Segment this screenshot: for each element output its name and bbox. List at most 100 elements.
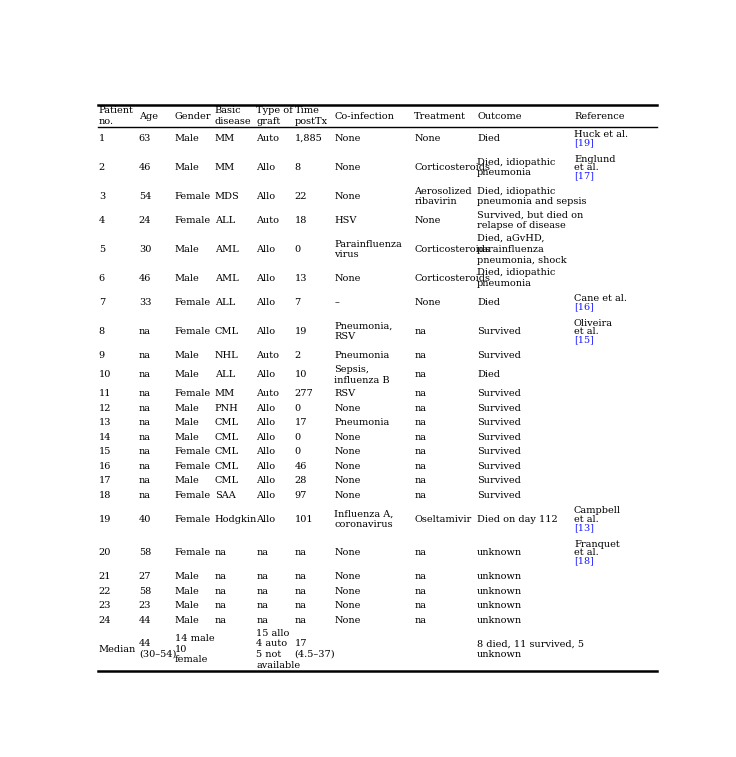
Text: Survived, but died on
relapse of disease: Survived, but died on relapse of disease bbox=[477, 210, 583, 230]
Text: RSV: RSV bbox=[334, 389, 355, 398]
Text: Survived: Survived bbox=[477, 447, 521, 456]
Text: Age: Age bbox=[139, 111, 158, 120]
Text: na: na bbox=[139, 403, 151, 413]
Text: Outcome: Outcome bbox=[477, 111, 522, 120]
Text: 19: 19 bbox=[294, 327, 307, 336]
Text: na: na bbox=[414, 587, 426, 596]
Text: None: None bbox=[334, 587, 361, 596]
Text: Auto: Auto bbox=[256, 134, 279, 143]
Text: na: na bbox=[256, 615, 269, 625]
Text: None: None bbox=[334, 476, 361, 485]
Text: Survived: Survived bbox=[477, 389, 521, 398]
Text: Auto: Auto bbox=[256, 350, 279, 360]
Text: Male: Male bbox=[174, 587, 199, 596]
Text: ALL: ALL bbox=[215, 370, 235, 379]
Text: 17
(4.5–37): 17 (4.5–37) bbox=[294, 639, 335, 659]
Text: 16: 16 bbox=[99, 462, 111, 471]
Text: ALL: ALL bbox=[215, 298, 235, 307]
Text: ALL: ALL bbox=[215, 216, 235, 225]
Text: Pneumonia: Pneumonia bbox=[334, 350, 389, 360]
Text: na: na bbox=[139, 389, 151, 398]
Text: Male: Male bbox=[174, 601, 199, 610]
Text: 58: 58 bbox=[139, 548, 151, 557]
Text: Female: Female bbox=[174, 491, 210, 500]
Text: –: – bbox=[334, 298, 339, 307]
Text: 0: 0 bbox=[294, 245, 300, 254]
Text: et al.: et al. bbox=[574, 515, 599, 524]
Text: None: None bbox=[334, 601, 361, 610]
Text: None: None bbox=[334, 192, 361, 201]
Text: na: na bbox=[414, 447, 426, 456]
Text: na: na bbox=[139, 433, 151, 442]
Text: et al.: et al. bbox=[574, 163, 599, 172]
Text: na: na bbox=[414, 476, 426, 485]
Text: Allo: Allo bbox=[256, 403, 275, 413]
Text: Male: Male bbox=[174, 572, 199, 581]
Text: Female: Female bbox=[174, 389, 210, 398]
Text: na: na bbox=[294, 587, 306, 596]
Text: 12: 12 bbox=[99, 403, 111, 413]
Text: unknown: unknown bbox=[477, 587, 522, 596]
Text: na: na bbox=[414, 389, 426, 398]
Text: 27: 27 bbox=[139, 572, 152, 581]
Text: unknown: unknown bbox=[477, 572, 522, 581]
Text: na: na bbox=[215, 587, 227, 596]
Text: 0: 0 bbox=[294, 447, 300, 456]
Text: 20: 20 bbox=[99, 548, 111, 557]
Text: Influenza A,
coronavirus: Influenza A, coronavirus bbox=[334, 509, 394, 529]
Text: 30: 30 bbox=[139, 245, 151, 254]
Text: 22: 22 bbox=[294, 192, 307, 201]
Text: na: na bbox=[294, 548, 306, 557]
Text: Died, idiopathic
pneumonia: Died, idiopathic pneumonia bbox=[477, 269, 556, 288]
Text: Female: Female bbox=[174, 327, 210, 336]
Text: 33: 33 bbox=[139, 298, 152, 307]
Text: 44: 44 bbox=[139, 615, 152, 625]
Text: Median: Median bbox=[99, 645, 136, 653]
Text: 8: 8 bbox=[294, 163, 300, 172]
Text: et al.: et al. bbox=[574, 548, 599, 557]
Text: 101: 101 bbox=[294, 515, 313, 524]
Text: Sepsis,
influenza B: Sepsis, influenza B bbox=[334, 365, 390, 385]
Text: None: None bbox=[334, 462, 361, 471]
Text: AML: AML bbox=[215, 245, 238, 254]
Text: Huck et al.: Huck et al. bbox=[574, 130, 628, 139]
Text: Co-infection: Co-infection bbox=[334, 111, 394, 120]
Text: 8 died, 11 survived, 5
unknown: 8 died, 11 survived, 5 unknown bbox=[477, 639, 584, 659]
Text: 13: 13 bbox=[294, 274, 307, 283]
Text: Female: Female bbox=[174, 548, 210, 557]
Text: na: na bbox=[215, 548, 227, 557]
Text: Englund: Englund bbox=[574, 155, 615, 164]
Text: AML: AML bbox=[215, 274, 238, 283]
Text: Oseltamivir: Oseltamivir bbox=[414, 515, 472, 524]
Text: CML: CML bbox=[215, 433, 238, 442]
Text: CML: CML bbox=[215, 447, 238, 456]
Text: 44
(30–54): 44 (30–54) bbox=[139, 639, 176, 659]
Text: Male: Male bbox=[174, 476, 199, 485]
Text: [19]: [19] bbox=[574, 139, 594, 148]
Text: Campbell: Campbell bbox=[574, 506, 621, 516]
Text: Male: Male bbox=[174, 274, 199, 283]
Text: Pneumonia,
RSV: Pneumonia, RSV bbox=[334, 322, 393, 341]
Text: None: None bbox=[334, 403, 361, 413]
Text: na: na bbox=[414, 403, 426, 413]
Text: Auto: Auto bbox=[256, 216, 279, 225]
Text: unknown: unknown bbox=[477, 601, 522, 610]
Text: 46: 46 bbox=[139, 163, 151, 172]
Text: SAA: SAA bbox=[215, 491, 236, 500]
Text: Allo: Allo bbox=[256, 447, 275, 456]
Text: na: na bbox=[414, 433, 426, 442]
Text: Female: Female bbox=[174, 192, 210, 201]
Text: Treatment: Treatment bbox=[414, 111, 467, 120]
Text: Died on day 112: Died on day 112 bbox=[477, 515, 558, 524]
Text: Survived: Survived bbox=[477, 476, 521, 485]
Text: na: na bbox=[139, 447, 151, 456]
Text: Pneumonia: Pneumonia bbox=[334, 419, 389, 427]
Text: Male: Male bbox=[174, 350, 199, 360]
Text: MM: MM bbox=[215, 134, 235, 143]
Text: na: na bbox=[414, 601, 426, 610]
Text: na: na bbox=[414, 370, 426, 379]
Text: 9: 9 bbox=[99, 350, 105, 360]
Text: None: None bbox=[334, 615, 361, 625]
Text: na: na bbox=[215, 572, 227, 581]
Text: Female: Female bbox=[174, 216, 210, 225]
